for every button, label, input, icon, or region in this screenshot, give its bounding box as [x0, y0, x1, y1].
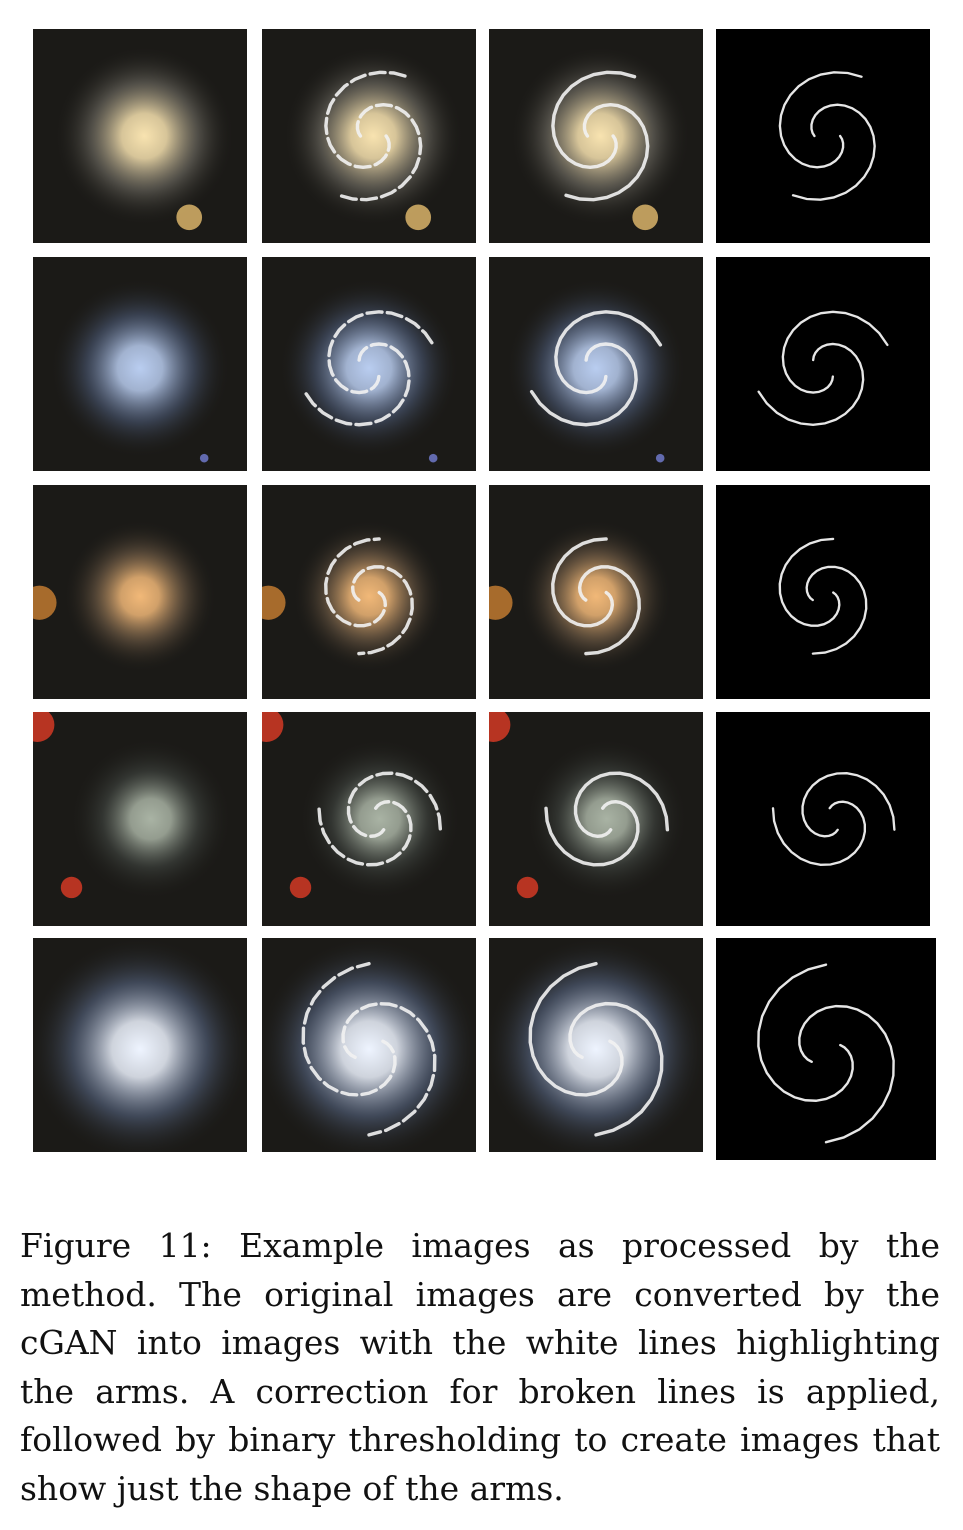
arm-line — [778, 537, 868, 655]
caption-line: the arms. A correction for broken lines … — [20, 1371, 940, 1411]
figure-11-grid — [33, 29, 936, 1160]
row2-binary-image — [716, 257, 930, 471]
row5-cgan-image — [262, 938, 476, 1152]
row3-cgan-image — [262, 485, 476, 699]
caption-line: Figure 11: Example images as processed b… — [20, 1226, 940, 1265]
arm-line — [324, 537, 414, 656]
arm-line — [757, 963, 895, 1144]
arm-line — [544, 771, 670, 867]
row4-cgan-image — [262, 712, 476, 926]
caption-line: followed by binary thresholding to creat… — [20, 1420, 940, 1459]
arm-line — [757, 310, 889, 426]
row4-corrected-image — [489, 712, 703, 926]
caption-line: show just the shape of the arms. — [20, 1468, 564, 1508]
arm-line — [551, 70, 650, 202]
row2-corrected-image — [489, 257, 703, 471]
arm-line — [771, 772, 896, 866]
arm-line — [317, 771, 443, 867]
arm-line — [778, 71, 876, 201]
row5-corrected-image — [489, 938, 703, 1152]
caption-line: method. The original images are converte… — [20, 1274, 940, 1314]
row3-binary-image — [716, 485, 930, 699]
arm-line — [324, 70, 423, 202]
figure-caption: Figure 11: Example images as processed b… — [20, 1222, 940, 1513]
row3-original-image — [33, 485, 247, 699]
row3-corrected-image — [489, 485, 703, 699]
arm-line — [302, 310, 436, 427]
row2-original-image — [33, 257, 247, 471]
row2-cgan-image — [262, 257, 476, 471]
arm-line — [301, 961, 437, 1137]
arm-line — [529, 310, 663, 427]
row1-binary-image — [716, 29, 930, 243]
caption-line: cGAN into images with the white lines hi… — [20, 1323, 940, 1362]
row4-original-image — [33, 712, 247, 926]
row1-cgan-image — [262, 29, 476, 243]
row5-binary-image — [716, 938, 936, 1160]
row1-corrected-image — [489, 29, 703, 243]
row5-original-image — [33, 938, 247, 1152]
arm-line — [551, 537, 641, 656]
arm-line — [528, 961, 664, 1137]
row4-binary-image — [716, 712, 930, 926]
row1-original-image — [33, 29, 247, 243]
